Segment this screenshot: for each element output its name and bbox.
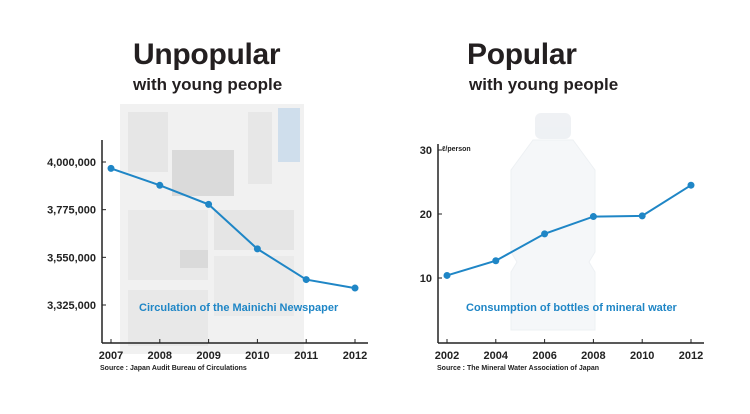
left-series (107, 164, 359, 292)
right-data-point (541, 230, 549, 238)
left-data-point (351, 284, 359, 292)
left-data-point (156, 181, 164, 189)
newspaper-chart-panel: Unpopular with young people 3,325,000 3,5… (47, 38, 368, 372)
left-data-point (302, 276, 310, 284)
right-data-point (443, 271, 451, 279)
right-x-tick-label: 2008 (581, 350, 605, 362)
left-series-line (110, 167, 356, 290)
left-x-tick-label: 2008 (148, 350, 172, 362)
right-series (443, 181, 695, 279)
right-y-tick-label: 20 (420, 209, 432, 221)
left-x-tick-label: 2009 (196, 350, 220, 362)
left-data-point (107, 164, 115, 172)
newspaper-illustration (120, 104, 304, 354)
left-title: Unpopular (133, 38, 281, 71)
left-chart-caption: Circulation of the Mainichi Newspaper (139, 302, 339, 314)
right-source: Source : The Mineral Water Association o… (437, 365, 600, 372)
right-data-point (687, 181, 695, 189)
left-axes: 3,325,000 3,550,000 3,775,000 4,000,000 2007… (47, 140, 368, 362)
right-subtitle: with young people (469, 75, 619, 94)
left-source: Source : Japan Audit Bureau of Circulati… (100, 365, 247, 372)
left-y-tick-label: 4,000,000 (47, 157, 96, 169)
right-x-tick-label: 2012 (679, 350, 703, 362)
left-x-tick-label: 2007 (99, 350, 123, 362)
right-y-tick-label: 30 (420, 145, 432, 157)
left-x-tick-label: 2010 (245, 350, 269, 362)
left-data-point (205, 200, 213, 208)
right-unit-label: ℓ/person (442, 146, 471, 153)
right-axes: 10 20 30 2002 2004 2006 2008 2010 2012 (420, 144, 704, 362)
right-data-point (589, 213, 597, 221)
right-x-tick-label: 2004 (484, 350, 509, 362)
left-y-tick-label: 3,325,000 (47, 300, 96, 312)
right-y-tick-label: 10 (420, 273, 432, 285)
right-x-tick-label: 2006 (532, 350, 556, 362)
right-x-tick-label: 2002 (435, 350, 459, 362)
left-data-point (253, 245, 261, 253)
right-data-point (638, 212, 646, 220)
right-series-line (446, 184, 692, 277)
left-x-tick-label: 2012 (343, 350, 367, 362)
right-chart-caption: Consumption of bottles of mineral water (466, 302, 678, 314)
newspaper-circulation-chart: 3,325,000 3,550,000 3,775,000 4,000,000 2007… (47, 104, 368, 362)
left-x-tick-label: 2011 (294, 350, 318, 362)
right-title: Popular (467, 38, 577, 71)
right-x-tick-label: 2010 (630, 350, 654, 362)
left-y-tick-label: 3,550,000 (47, 252, 96, 264)
left-y-tick-label: 3,775,000 (47, 205, 96, 217)
left-subtitle: with young people (133, 75, 283, 94)
right-data-point (492, 257, 500, 265)
mineral-water-chart-panel: Popular with young people 10 20 30 2002 2004… (375, 0, 750, 414)
